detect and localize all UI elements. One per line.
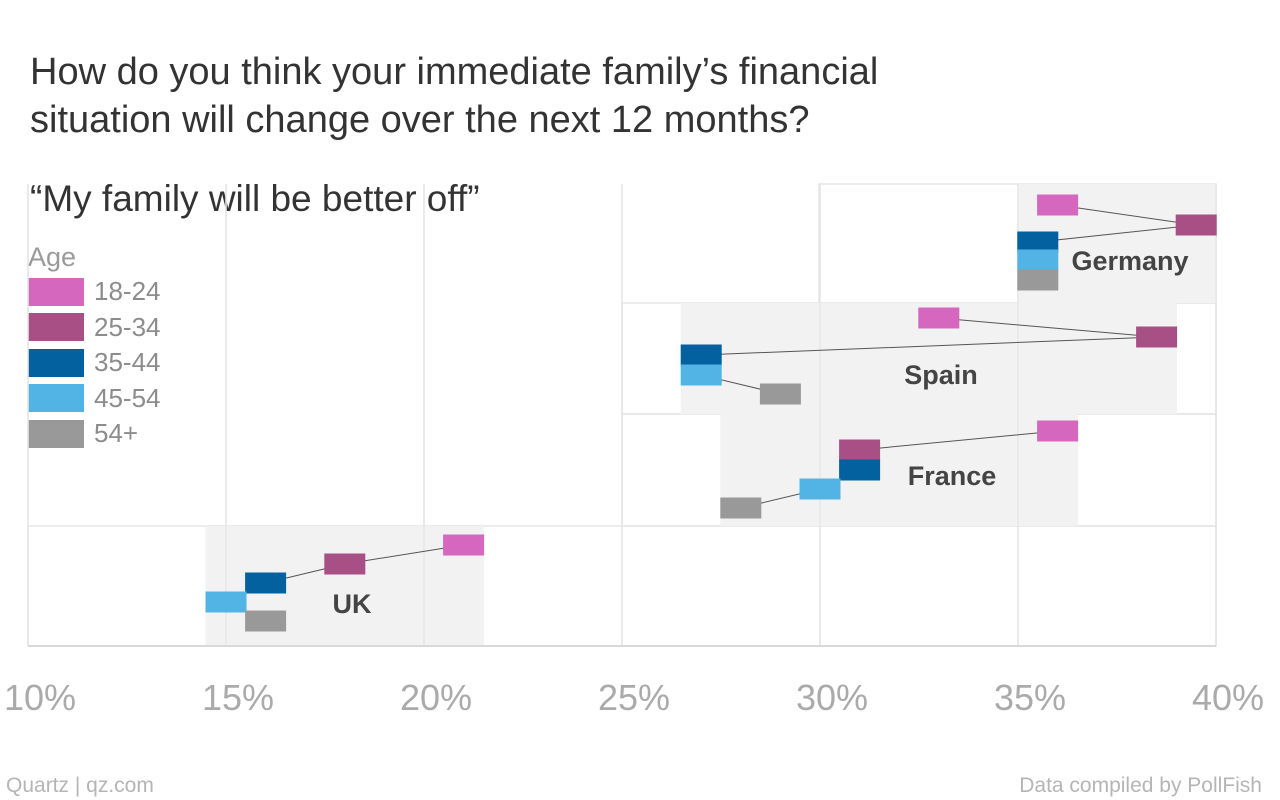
x-tick-label: 35% xyxy=(994,677,1066,718)
legend-swatch xyxy=(28,419,84,448)
marker-germany-35-44 xyxy=(1017,231,1059,253)
marker-germany-45-54 xyxy=(1017,249,1059,271)
marker-spain-35-44 xyxy=(680,344,722,366)
legend-swatch xyxy=(28,277,84,306)
chart-title: How do you think your immediate family’s… xyxy=(30,51,879,141)
marker-spain-54plus xyxy=(759,383,801,405)
x-tick-label: 15% xyxy=(202,677,274,718)
country-label-france: France xyxy=(908,461,997,491)
x-tick-label: 30% xyxy=(796,677,868,718)
legend-label: 54+ xyxy=(94,418,139,449)
marker-uk-54plus xyxy=(245,610,287,632)
range-band-france xyxy=(720,414,1079,526)
marker-france-35-44 xyxy=(839,459,881,481)
legend-label: 18-24 xyxy=(94,276,161,307)
legend-swatch xyxy=(28,384,84,413)
marker-france-54plus xyxy=(720,497,762,519)
footer-source-right: Data compiled by PollFish xyxy=(1019,774,1262,797)
x-tick-label: 20% xyxy=(400,677,472,718)
country-label-germany: Germany xyxy=(1071,246,1188,276)
marker-spain-25-34 xyxy=(1136,326,1178,348)
marker-uk-35-44 xyxy=(245,572,287,594)
legend-swatch xyxy=(28,313,84,342)
marker-france-18-24 xyxy=(1037,420,1079,442)
country-label-uk: UK xyxy=(333,589,372,619)
footer-source-left: Quartz | qz.com xyxy=(6,774,154,797)
legend-item-35-44: 35-44 xyxy=(28,345,161,381)
legend-label: 35-44 xyxy=(94,347,161,378)
marker-uk-25-34 xyxy=(324,553,366,575)
country-label-spain: Spain xyxy=(904,360,978,390)
legend-swatch xyxy=(28,348,84,377)
legend-item-45-54: 45-54 xyxy=(28,381,161,417)
marker-france-25-34 xyxy=(839,439,881,461)
legend-item-54-plus: 54+ xyxy=(28,416,161,452)
x-tick-label: 40% xyxy=(1192,677,1264,718)
marker-germany-25-34 xyxy=(1175,214,1217,236)
chart-subtitle: “My family will be better off” xyxy=(30,178,480,219)
legend-label: 45-54 xyxy=(94,382,161,413)
marker-spain-18-24 xyxy=(918,307,960,329)
marker-uk-45-54 xyxy=(205,591,247,613)
marker-uk-18-24 xyxy=(443,534,485,556)
legend-label: 25-34 xyxy=(94,311,161,342)
marker-germany-54plus xyxy=(1017,269,1059,291)
legend-item-25-34: 25-34 xyxy=(28,310,161,346)
legend-title: Age xyxy=(28,242,77,272)
marker-france-45-54 xyxy=(799,478,841,500)
x-tick-label: 10% xyxy=(4,677,76,718)
x-tick-label: 25% xyxy=(598,677,670,718)
marker-spain-45-54 xyxy=(680,364,722,386)
legend-item-18-24: 18-24 xyxy=(28,274,161,310)
marker-germany-18-24 xyxy=(1037,194,1079,216)
legend: Age 18-24 25-34 35-44 45-54 54+ xyxy=(28,240,161,452)
